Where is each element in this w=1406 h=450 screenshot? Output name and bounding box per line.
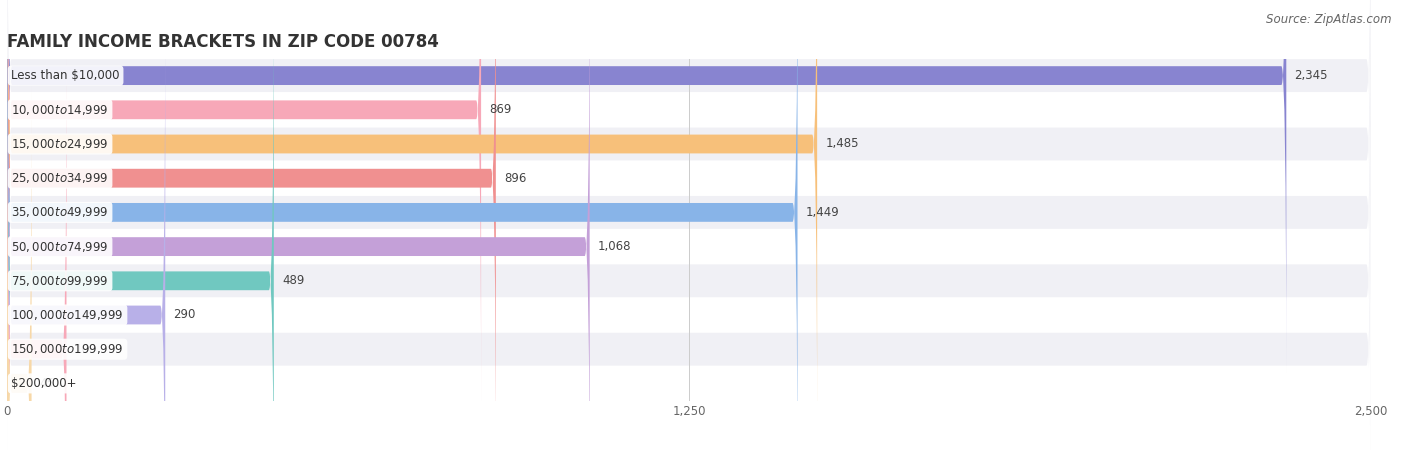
- Text: 869: 869: [489, 104, 512, 116]
- Text: $200,000+: $200,000+: [11, 377, 77, 390]
- FancyBboxPatch shape: [7, 0, 1371, 450]
- FancyBboxPatch shape: [7, 0, 1371, 333]
- Text: 2,345: 2,345: [1295, 69, 1329, 82]
- FancyBboxPatch shape: [7, 58, 1371, 450]
- FancyBboxPatch shape: [7, 126, 1371, 450]
- Text: Less than $10,000: Less than $10,000: [11, 69, 120, 82]
- Text: $25,000 to $34,999: $25,000 to $34,999: [11, 171, 108, 185]
- Text: 109: 109: [75, 343, 97, 356]
- Text: 1,068: 1,068: [598, 240, 631, 253]
- Text: $150,000 to $199,999: $150,000 to $199,999: [11, 342, 124, 356]
- FancyBboxPatch shape: [7, 51, 66, 450]
- FancyBboxPatch shape: [7, 85, 31, 450]
- Text: $15,000 to $24,999: $15,000 to $24,999: [11, 137, 108, 151]
- FancyBboxPatch shape: [7, 0, 496, 450]
- FancyBboxPatch shape: [7, 17, 166, 450]
- Text: 1,485: 1,485: [825, 138, 859, 150]
- Text: $100,000 to $149,999: $100,000 to $149,999: [11, 308, 124, 322]
- FancyBboxPatch shape: [7, 0, 817, 442]
- FancyBboxPatch shape: [7, 0, 1286, 374]
- FancyBboxPatch shape: [7, 0, 1371, 401]
- Text: $10,000 to $14,999: $10,000 to $14,999: [11, 103, 108, 117]
- Text: 45: 45: [39, 377, 55, 390]
- Text: FAMILY INCOME BRACKETS IN ZIP CODE 00784: FAMILY INCOME BRACKETS IN ZIP CODE 00784: [7, 33, 439, 51]
- Text: $35,000 to $49,999: $35,000 to $49,999: [11, 205, 108, 220]
- FancyBboxPatch shape: [7, 0, 481, 408]
- FancyBboxPatch shape: [7, 0, 1371, 450]
- Text: $75,000 to $99,999: $75,000 to $99,999: [11, 274, 108, 288]
- FancyBboxPatch shape: [7, 0, 274, 450]
- Text: Source: ZipAtlas.com: Source: ZipAtlas.com: [1267, 14, 1392, 27]
- FancyBboxPatch shape: [7, 0, 797, 450]
- Text: 489: 489: [283, 274, 304, 287]
- Text: 896: 896: [503, 172, 526, 184]
- Text: $50,000 to $74,999: $50,000 to $74,999: [11, 239, 108, 254]
- FancyBboxPatch shape: [7, 0, 1371, 436]
- FancyBboxPatch shape: [7, 0, 589, 450]
- Text: 290: 290: [173, 309, 195, 321]
- FancyBboxPatch shape: [7, 0, 1371, 367]
- FancyBboxPatch shape: [7, 92, 1371, 450]
- Text: 1,449: 1,449: [806, 206, 839, 219]
- FancyBboxPatch shape: [7, 23, 1371, 450]
